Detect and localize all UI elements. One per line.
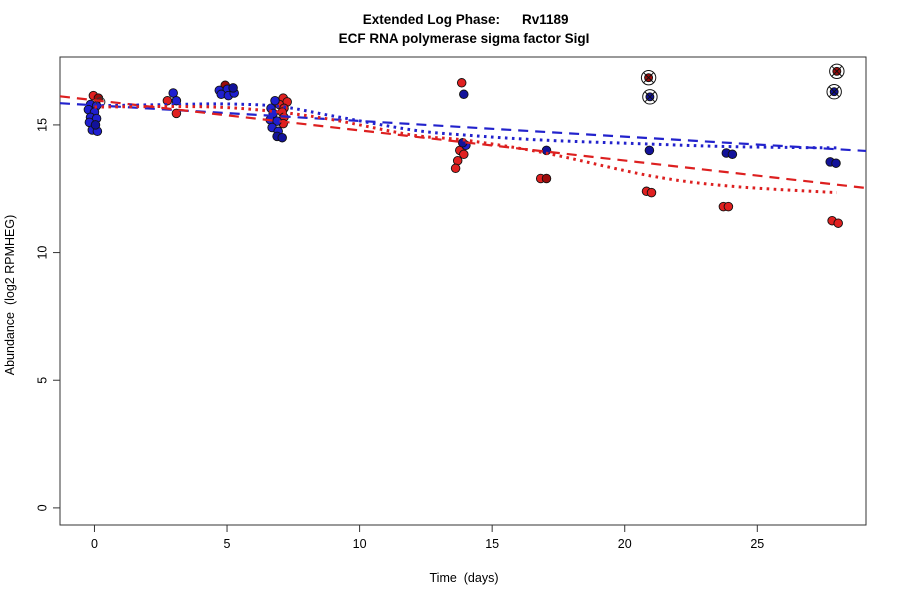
- data-point-red: [450, 163, 461, 174]
- flagged-outlier-marker: [642, 89, 658, 105]
- x-tick-label: 20: [618, 537, 632, 551]
- data-point-navy: [644, 145, 655, 156]
- blue-linear-fit-line: [59, 102, 867, 153]
- data-point-red: [171, 108, 182, 119]
- y-tick-label: 5: [35, 377, 49, 384]
- data-point-blue: [171, 95, 182, 106]
- plot-subtitle: ECF RNA polymerase sigma factor SigI: [339, 31, 590, 46]
- flagged-point-ring: [826, 84, 842, 100]
- data-points-layer: [83, 78, 843, 228]
- y-tick-label: 15: [35, 118, 49, 132]
- flagged-point-cross: [831, 65, 843, 77]
- flagged-point-cross: [644, 91, 656, 103]
- data-point-navy: [459, 89, 469, 100]
- flagged-outliers-layer: [640, 63, 845, 105]
- trendlines-layer: [59, 95, 867, 195]
- y-tick-label: 10: [35, 246, 49, 260]
- axis-ticks: 0 5 10 15 20 25 0 5 10 15: [35, 118, 764, 551]
- data-point-navy: [90, 120, 101, 130]
- flagged-outlier-marker: [829, 63, 845, 79]
- plot-border-box: [59, 56, 867, 526]
- flagged-outlier-marker: [826, 84, 842, 100]
- flagged-point-ring: [829, 63, 845, 79]
- x-tick-label: 15: [485, 537, 499, 551]
- x-tick-label: 10: [353, 537, 367, 551]
- data-point-red: [459, 149, 469, 160]
- data-point-red: [833, 218, 843, 228]
- data-point-red: [162, 95, 173, 106]
- flagged-point-cross: [643, 72, 655, 84]
- x-tick-label: 5: [224, 537, 231, 551]
- y-axis-label: Abundance (log2 RPMHEG): [3, 215, 17, 376]
- data-point-darkred: [541, 173, 552, 184]
- data-point-navy: [228, 83, 238, 93]
- flagged-point-ring: [642, 89, 658, 105]
- x-tick-label: 0: [91, 537, 98, 551]
- red-loess-fit-line: [94, 104, 837, 195]
- plot-title-prefix: Extended Log Phase:: [363, 12, 500, 27]
- data-point-navy: [727, 149, 738, 160]
- data-point-blue: [270, 95, 280, 106]
- flagged-point-ring: [640, 69, 657, 86]
- data-point-navy: [831, 158, 841, 168]
- plot-title-gene: Rv1189: [522, 12, 569, 27]
- x-tick-label: 25: [750, 537, 764, 551]
- data-point-red: [456, 78, 467, 88]
- x-axis-label: Time (days): [430, 571, 499, 585]
- data-point-navy: [277, 132, 287, 143]
- data-point-red: [723, 201, 734, 212]
- data-point-red: [646, 187, 657, 198]
- flagged-outlier-marker: [640, 69, 657, 86]
- flagged-point-cross: [828, 86, 840, 98]
- y-tick-label: 0: [35, 504, 49, 511]
